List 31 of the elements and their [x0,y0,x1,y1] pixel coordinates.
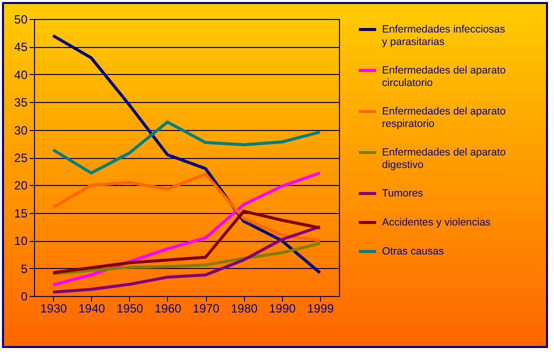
y-tick-label: 35 [14,96,28,110]
y-tick-label: 0 [20,290,28,304]
legend-label: Enfermedades del aparato circulatorio [382,64,506,89]
y-tick-label: 30 [14,123,28,138]
x-tick-label: 1950 [116,302,144,316]
line-series [52,120,322,175]
line-series [52,242,322,276]
line-series [52,172,322,242]
y-tick-label: 5 [20,262,28,276]
legend-label: Enfermedades del aparato digestivo [382,146,506,171]
x-tick-label: 1940 [78,302,106,316]
legend-label: Enfermedades infecciosas y parasitarias [382,24,506,48]
y-tick-label: 45 [14,40,28,54]
legend-label: Tumores [382,188,424,200]
y-tick-label: 50 [14,12,28,26]
legend-label: Otras causas [382,246,444,258]
x-tick-label: 1960 [154,302,182,316]
line-series [52,225,322,294]
legend-label: Accidentes y violencias [382,216,491,228]
y-tick-label: 10 [14,234,28,248]
x-tick-label: 1970 [192,302,220,316]
line-series [52,210,322,274]
x-tick-label: 1930 [40,302,68,316]
y-tick-label: 25 [14,151,28,165]
legend-label: Enfermedades del aparato respiratorio [382,106,506,130]
y-tick-label: 15 [14,206,28,220]
x-tick-label: 1990 [268,302,296,316]
x-tick-label: 1980 [230,302,258,316]
x-tick-label: 1999 [307,302,334,316]
y-tick-label: 40 [14,68,28,82]
y-tick-label: 20 [14,178,28,193]
